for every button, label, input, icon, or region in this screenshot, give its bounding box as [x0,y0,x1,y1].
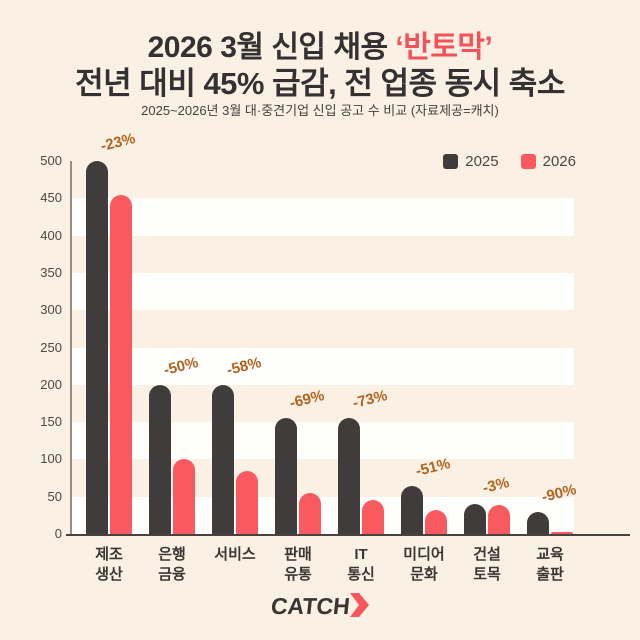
legend-item-2025: 2025 [443,153,499,170]
bar-2026 [488,504,510,534]
page-title-line2: 전년 대비 45% 급감, 전 업종 동시 축소 [75,66,565,101]
change-label: -69% [287,387,327,413]
category-label-line: 출판 [536,566,564,583]
y-axis-line [70,161,72,534]
bar-2026 [362,500,384,534]
legend-swatch-icon [443,154,459,169]
category-label-line: 미디어 [403,546,445,563]
bar-2025 [212,384,234,534]
bar-2025 [149,384,171,534]
y-tick-label: 0 [54,526,62,541]
y-tick-label: 50 [47,488,62,504]
bar-2025 [464,504,486,534]
bar-2026 [110,194,132,534]
grid-band [72,347,574,385]
category-label-line: 문화 [410,566,438,583]
category-label-line: 금융 [158,566,186,583]
y-tick-label: 150 [40,414,62,430]
category-label-line: 판매 [284,546,312,563]
x-axis-line [66,534,630,536]
change-label: -23% [98,130,138,155]
y-tick-label: 350 [40,264,62,280]
bar-2026 [425,510,447,534]
y-tick-label: 400 [40,227,62,243]
footer-logo: CATCH [0,592,640,620]
y-tick-label: 200 [40,376,62,392]
bar-2025 [527,511,549,534]
bar-2025 [86,161,108,534]
chart-subtitle: 2025~2026년 3월 대·중견기업 신입 공고 수 비교 (자료제공=캐치… [141,103,499,118]
legend-item-2026: 2026 [520,153,576,170]
chart-legend: 2025 2026 [443,153,576,170]
legend-label: 2026 [542,153,576,170]
category-label-line: 교육 [536,546,564,563]
change-label: -3% [480,474,512,498]
title-prefix: 2026 3월 신입 채용 [147,31,396,64]
category-label-line: 유통 [284,566,312,583]
bar-2026 [173,459,195,534]
bar-2026 [551,531,573,534]
category-label-line: IT [354,546,368,563]
grid-band [72,198,574,236]
bar-2026 [236,470,258,534]
bar-2025 [275,418,297,534]
change-label: -73% [350,387,390,413]
bar-2025 [401,485,423,534]
category-label-line: 건설 [473,546,501,563]
category-label: IT 통신 [328,545,394,585]
category-label-line: 은행 [158,546,186,563]
bar-2025 [338,418,360,534]
legend-swatch-icon [520,154,536,169]
category-label-line: 생산 [95,566,123,583]
category-label: 서비스 [202,545,268,565]
y-tick-label: 100 [40,451,62,467]
y-tick-label: 250 [40,339,62,355]
category-label-line: 서비스 [214,546,256,563]
page-title-line1: 2026 3월 신입 채용 ‘반토막’ [0,22,640,66]
bar-2026 [299,492,321,534]
y-tick-label: 500 [40,153,62,168]
grid-band [72,272,574,311]
y-tick-label: 300 [40,302,62,318]
category-label-line: 제조 [95,546,123,563]
title-highlight: ‘반토막’ [395,31,493,64]
category-label-line: 통신 [347,566,375,583]
y-tick-label: 450 [40,190,62,206]
legend-label: 2025 [465,153,499,170]
catch-logo-text: CATCH [269,592,351,619]
catch-logo-arrow-icon [350,592,370,617]
category-label-line: 토목 [473,566,501,583]
grid-band [72,422,574,460]
